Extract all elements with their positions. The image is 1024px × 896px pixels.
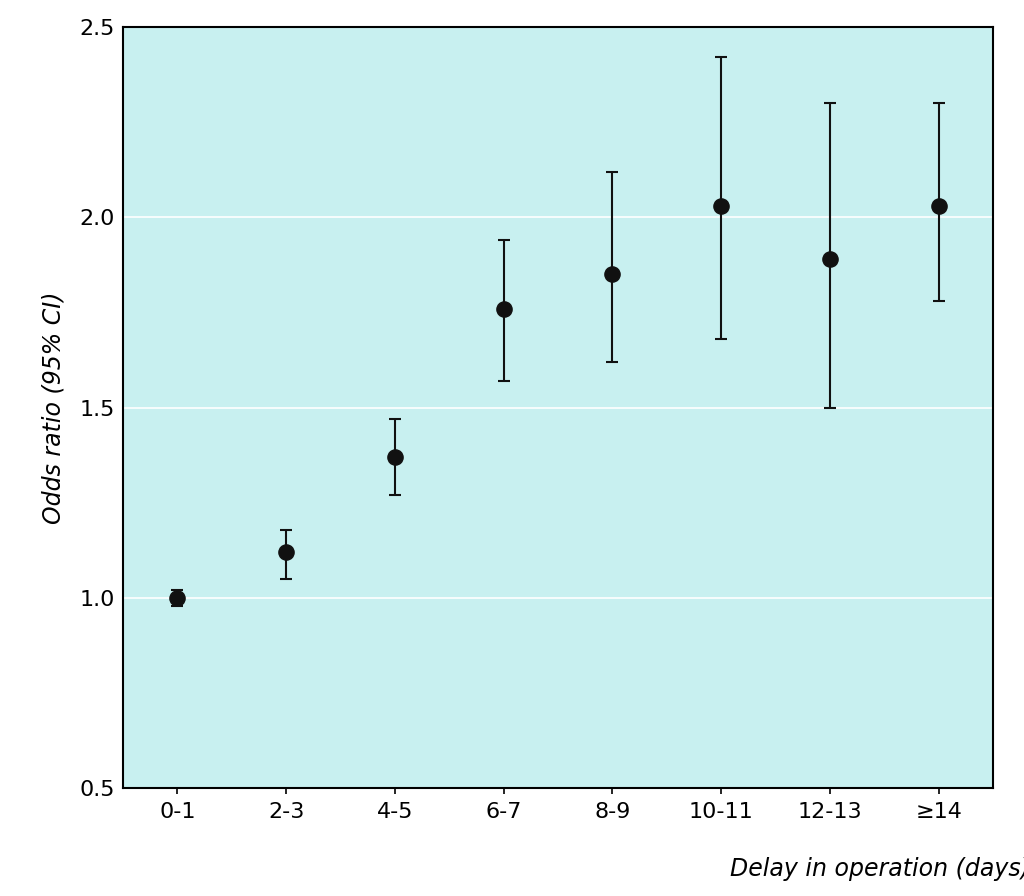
Point: [278, 545, 294, 559]
Point: [496, 301, 512, 315]
Y-axis label: Odds ratio (95% CI): Odds ratio (95% CI): [41, 291, 66, 524]
Point: [713, 199, 729, 213]
X-axis label: Delay in operation (days): Delay in operation (days): [730, 857, 1024, 881]
Point: [169, 591, 185, 606]
Point: [387, 450, 403, 464]
Point: [931, 199, 947, 213]
Point: [822, 252, 839, 266]
Point: [604, 267, 621, 281]
